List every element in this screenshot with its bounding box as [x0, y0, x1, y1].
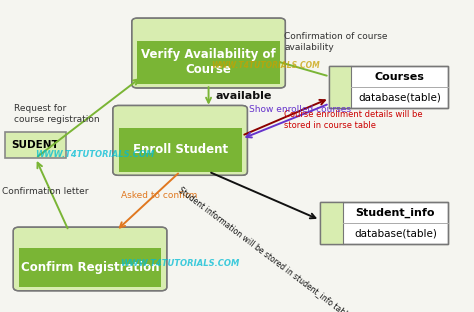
Text: Confirm Registration: Confirm Registration — [21, 261, 159, 274]
Text: Confirmation of course
availability: Confirmation of course availability — [284, 32, 388, 52]
Text: Asked to confirm: Asked to confirm — [121, 191, 197, 199]
Bar — [320, 202, 448, 244]
Text: database(table): database(table) — [358, 93, 441, 103]
Text: Verify Availability of
Course: Verify Availability of Course — [141, 48, 276, 76]
Bar — [5, 132, 66, 158]
Text: WWW.T4TUTORIALS.COM: WWW.T4TUTORIALS.COM — [211, 61, 320, 70]
Bar — [19, 248, 161, 287]
Text: SUDENT: SUDENT — [12, 140, 59, 150]
Bar — [118, 128, 242, 172]
Bar — [329, 66, 351, 109]
Text: Enroll Student: Enroll Student — [133, 143, 228, 156]
Text: WWW.T4TUTORIALS.COM: WWW.T4TUTORIALS.COM — [35, 150, 155, 159]
Text: database(table): database(table) — [354, 229, 437, 239]
Text: available: available — [216, 91, 272, 101]
Bar — [137, 41, 280, 84]
Bar — [320, 202, 448, 244]
Text: Student information will be stored in student_info table: Student information will be stored in st… — [177, 185, 353, 312]
Bar — [329, 66, 448, 109]
Text: Show enrolled courses: Show enrolled courses — [249, 105, 351, 114]
Text: Request for
course registration: Request for course registration — [14, 104, 100, 124]
FancyBboxPatch shape — [132, 18, 285, 88]
Text: Course enrollment details will be
stored in course table: Course enrollment details will be stored… — [284, 110, 423, 130]
Text: Courses: Courses — [374, 72, 424, 82]
Text: WWW.T4TUTORIALS.COM: WWW.T4TUTORIALS.COM — [120, 259, 240, 268]
Text: Student_info: Student_info — [356, 207, 435, 218]
Bar — [320, 202, 343, 244]
Bar — [329, 66, 448, 109]
Text: Confirmation letter: Confirmation letter — [2, 188, 89, 196]
FancyBboxPatch shape — [13, 227, 167, 291]
FancyBboxPatch shape — [113, 105, 247, 175]
